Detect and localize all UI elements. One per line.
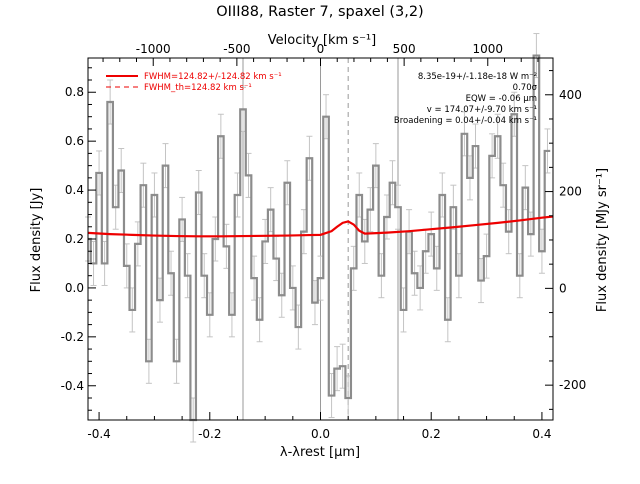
x-tick-label: 0.0 xyxy=(311,427,330,441)
top-tick-label: -500 xyxy=(223,42,250,56)
right-tick-label: -200 xyxy=(559,378,586,392)
top-tick-label: 1000 xyxy=(472,42,503,56)
top-tick-label: 500 xyxy=(393,42,416,56)
x-tick-label: -0.2 xyxy=(198,427,221,441)
x-tick-label: 0.4 xyxy=(532,427,551,441)
y-tick-label: 0.2 xyxy=(65,232,84,246)
top-axis-label: Velocity [km s⁻¹] xyxy=(268,33,376,48)
right-tick-label: 200 xyxy=(559,185,582,199)
y-tick-label: -0.2 xyxy=(61,330,84,344)
fit-annotation: Broadening = 0.04+/-0.04 km s⁻¹ xyxy=(394,116,537,126)
right-tick-label: 0 xyxy=(559,281,567,295)
x-tick-label: -0.4 xyxy=(87,427,110,441)
y-tick-label: -0.4 xyxy=(61,379,84,393)
y-tick-label: 0.6 xyxy=(65,134,84,148)
fit-annotation: 0.70σ xyxy=(513,83,538,93)
legend-fwhm-th-label: FWHM_th=124.82 km s⁻¹ xyxy=(144,83,252,93)
chart-title: OIII88, Raster 7, spaxel (3,2) xyxy=(216,4,423,20)
x-axis-label: λ-λrest [μm] xyxy=(280,445,360,460)
y-tick-label: 0.4 xyxy=(65,183,84,197)
y-tick-label: 0.8 xyxy=(65,85,84,99)
top-tick-label: -1000 xyxy=(136,42,171,56)
y-axis-label: Flux density [Jy] xyxy=(29,188,44,293)
fit-annotation: v = 174.07+/-9.70 km s⁻¹ xyxy=(427,105,537,115)
fit-annotation: 8.35e-19+/-1.18e-18 W m⁻² xyxy=(418,72,537,82)
legend-fit-label: FWHM=124.82+/-124.82 km s⁻¹ xyxy=(144,72,282,82)
plot-area: -0.4 -0.2 0.0 0.2 0.4 -1000 -500 0 500 1000 -0.4 -0… xyxy=(61,33,586,443)
top-tick-label: 0 xyxy=(317,42,325,56)
data-histogram xyxy=(88,54,551,422)
right-tick-label: 400 xyxy=(559,88,582,102)
fit-line xyxy=(87,215,554,238)
x-tick-label: 0.2 xyxy=(422,427,441,441)
y-tick-label: 0.0 xyxy=(65,281,84,295)
right-axis-label: Flux density [MJy sr⁻¹] xyxy=(595,168,610,312)
fit-annotation: EQW = -0.06 μm xyxy=(466,94,537,104)
